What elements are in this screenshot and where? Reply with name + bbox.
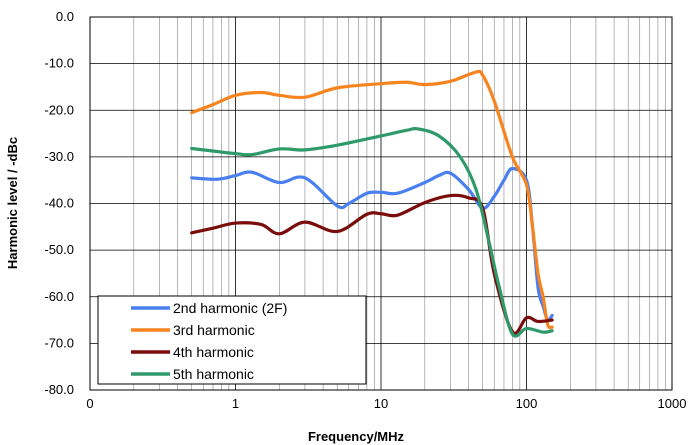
x-tick-labels: 0 1 10 100 1000 [86, 396, 686, 411]
x-axis-title: Frequency/MHz [308, 429, 405, 444]
y-axis-title: Harmonic level / -dBc [5, 137, 20, 269]
x-tick-label: 1000 [658, 396, 687, 411]
y-tick-label: -10.0 [44, 56, 74, 71]
y-tick-label: 0.0 [56, 9, 74, 24]
plot-area-frame [89, 16, 673, 391]
legend: 2nd harmonic (2F) 3rd harmonic 4th harmoni… [97, 295, 367, 385]
series-layer [190, 69, 554, 338]
series-line-4 [190, 126, 554, 338]
y-tick-label: -30.0 [44, 149, 74, 164]
series-line-2 [190, 69, 554, 330]
legend-label-4: 5th harmonic [173, 366, 254, 382]
y-tick-label: -50.0 [44, 242, 74, 257]
y-tick-label: -60.0 [44, 289, 74, 304]
y-tick-label: -40.0 [44, 196, 74, 211]
legend-label-3: 4th harmonic [173, 344, 254, 360]
y-tick-label: -70.0 [44, 335, 74, 350]
y-tick-label: -20.0 [44, 102, 74, 117]
legend-box [97, 295, 367, 385]
x-tick-label: 1 [232, 396, 239, 411]
legend-label-1: 2nd harmonic (2F) [173, 300, 287, 316]
y-tick-label: -80.0 [44, 382, 74, 397]
legend-label-2: 3rd harmonic [173, 322, 255, 338]
x-tick-label: 100 [516, 396, 538, 411]
x-tick-label: 10 [374, 396, 388, 411]
x-tick-label: 0 [86, 396, 93, 411]
y-tick-labels: 0.0 -10.0 -20.0 -30.0 -40.0 -50.0 -60.0 -70.0 -8… [44, 9, 74, 397]
